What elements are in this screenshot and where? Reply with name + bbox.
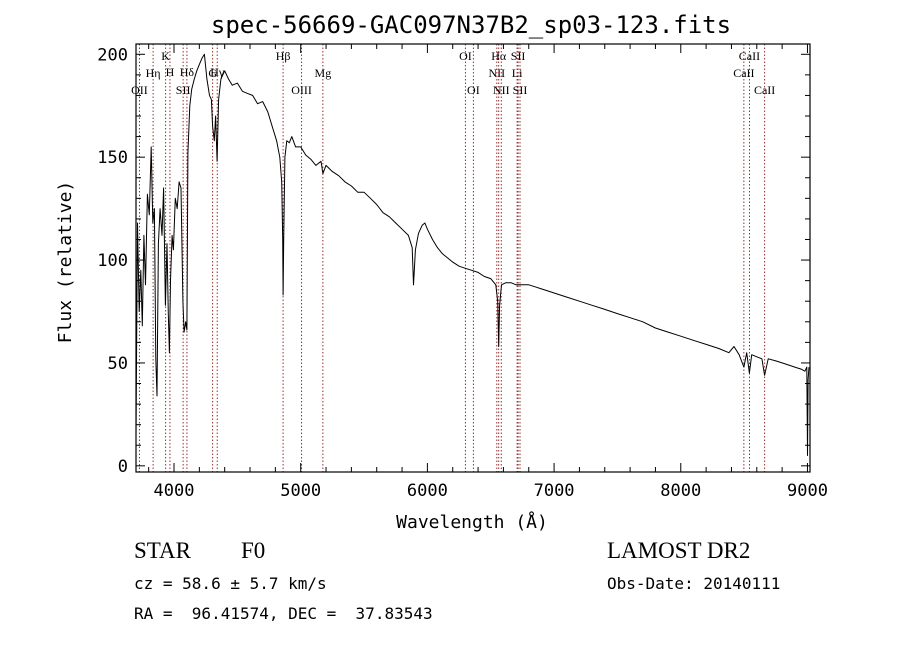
x-axis: 4000 5000 6000 7000 8000 9000 bbox=[148, 44, 828, 501]
x-tick-label: 5000 bbox=[280, 481, 321, 501]
y-tick-label: 150 bbox=[97, 148, 128, 168]
x-tick-label: 9000 bbox=[787, 481, 828, 501]
x-tick-label: 4000 bbox=[154, 481, 195, 501]
spectrum-line bbox=[135, 53, 810, 456]
observation-date: Obs-Date: 20140111 bbox=[607, 574, 781, 593]
line-marker-label: OII bbox=[131, 83, 148, 97]
x-tick-label: 8000 bbox=[660, 481, 701, 501]
coordinates: RA = 96.41574, DEC = 37.83543 bbox=[134, 604, 433, 623]
y-tick-label: 0 bbox=[118, 457, 128, 477]
y-axis-label: Flux (relative) bbox=[55, 181, 76, 344]
line-marker-label: Li bbox=[512, 66, 523, 80]
line-marker-label: NII bbox=[488, 66, 505, 80]
line-marker-label: SII bbox=[513, 83, 528, 97]
line-marker-label: SII bbox=[511, 49, 526, 63]
object-subclass: F0 bbox=[241, 538, 266, 563]
line-marker-label: Hη bbox=[146, 66, 161, 80]
x-tick-label: 6000 bbox=[407, 481, 448, 501]
x-tick-label: 7000 bbox=[534, 481, 575, 501]
y-axis: 0 50 100 150 200 bbox=[97, 45, 810, 477]
line-marker-label: Hα bbox=[491, 49, 507, 63]
plot-frame bbox=[135, 43, 811, 473]
line-marker-label: OI bbox=[467, 83, 480, 97]
survey-name: LAMOST DR2 bbox=[607, 538, 751, 563]
y-tick-label: 50 bbox=[108, 354, 128, 374]
line-marker-label: Hβ bbox=[276, 49, 291, 63]
y-tick-label: 100 bbox=[97, 251, 128, 271]
chart-title: spec-56669-GAC097N37B2_sp03-123.fits bbox=[211, 11, 731, 39]
spectrum-series bbox=[135, 53, 810, 456]
line-marker-label: Hδ bbox=[180, 65, 195, 79]
line-marker-label: CaII bbox=[739, 49, 760, 63]
line-marker-label: Hγ bbox=[210, 65, 225, 79]
redshift-velocity: cz = 58.6 ± 5.7 km/s bbox=[134, 574, 327, 593]
y-tick-label: 200 bbox=[97, 45, 128, 65]
line-marker-label: SII bbox=[176, 83, 191, 97]
line-marker-label: H bbox=[166, 65, 175, 79]
x-axis-label: Wavelength (Å) bbox=[396, 511, 548, 533]
line-marker-label: OIII bbox=[291, 83, 312, 97]
object-class: STAR bbox=[134, 538, 191, 563]
line-marker-label: Mg bbox=[315, 66, 332, 80]
line-marker-label: G bbox=[208, 66, 217, 80]
line-marker-label: CaII bbox=[733, 66, 754, 80]
line-marker-label: CaII bbox=[754, 83, 775, 97]
line-marker-label: K bbox=[161, 49, 170, 63]
line-marker-label: NII bbox=[493, 83, 510, 97]
line-marker-label: OI bbox=[459, 49, 472, 63]
